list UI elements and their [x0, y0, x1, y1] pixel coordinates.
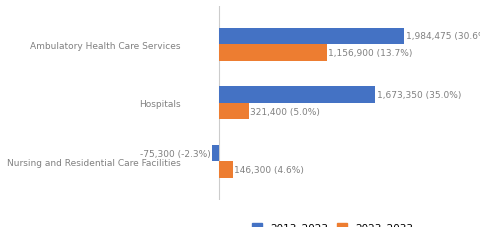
Bar: [219, 45, 327, 61]
Text: 1,673,350 (35.0%): 1,673,350 (35.0%): [377, 91, 461, 100]
Bar: [219, 29, 404, 45]
Text: -75,300 (-2.3%): -75,300 (-2.3%): [140, 149, 211, 158]
Bar: [219, 103, 249, 120]
Bar: [212, 146, 219, 162]
Text: 321,400 (5.0%): 321,400 (5.0%): [251, 107, 320, 116]
Text: 146,300 (4.6%): 146,300 (4.6%): [234, 165, 304, 174]
Text: 1,984,475 (30.6%): 1,984,475 (30.6%): [406, 32, 480, 41]
Legend: 2013–2023, 2023–2033: 2013–2023, 2023–2033: [248, 219, 418, 227]
Text: 1,156,900 (13.7%): 1,156,900 (13.7%): [328, 49, 413, 58]
Bar: [219, 87, 375, 103]
Bar: [219, 162, 233, 178]
